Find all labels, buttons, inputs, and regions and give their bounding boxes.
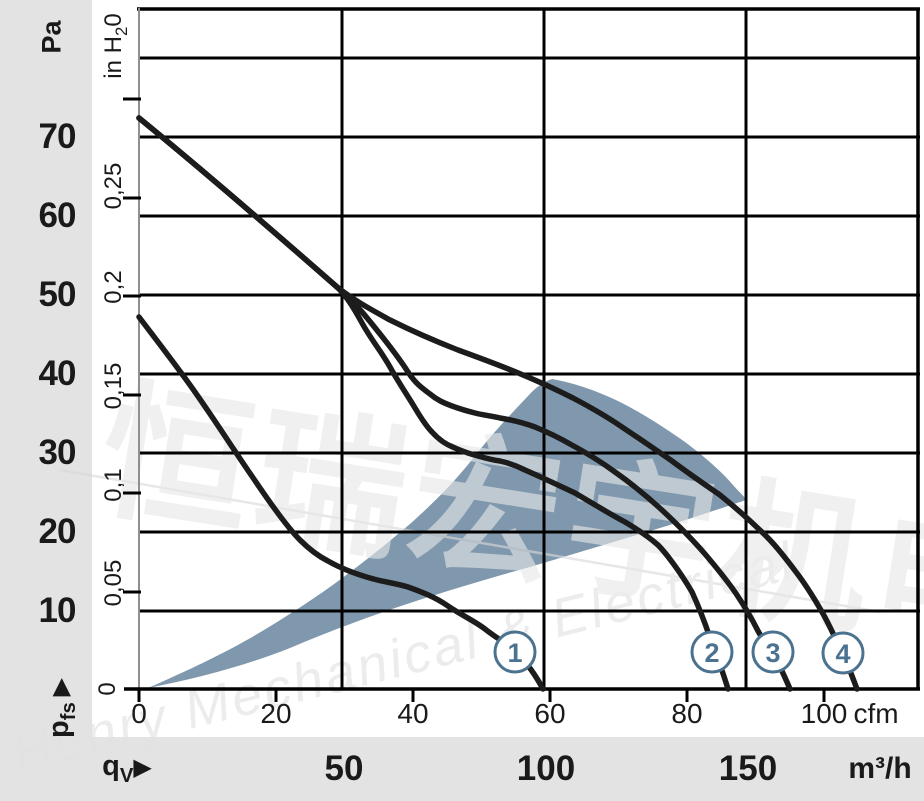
inh2o-tick-005: 0,05 [100, 559, 127, 607]
watermark-underline [59, 468, 881, 614]
pa-tick-50: 50 [38, 275, 77, 314]
pa-tick-30: 30 [38, 433, 77, 472]
cfm-tick-0: 0 [131, 698, 147, 729]
fan-curves [136, 115, 860, 692]
svg-text:1: 1 [507, 638, 522, 668]
cfm-tick-100: 100 [800, 698, 848, 729]
m3h-tick-100: 100 [516, 749, 576, 788]
inh2o-axis-unit: in H20 [100, 13, 132, 78]
inh2o-unit-sub: 2 [111, 26, 131, 37]
inh2o-ticks [123, 97, 141, 594]
x-axis-quantity-label: qV▶ [102, 750, 152, 788]
pa-tick-60: 60 [38, 196, 77, 235]
inh2o-tick-0: 0 [94, 682, 121, 696]
m3h-gridlines [340, 8, 748, 690]
cfm-tick-60: 60 [534, 698, 566, 729]
curve-badges: 1 2 3 4 [493, 630, 865, 675]
m3h-tick-50: 50 [324, 749, 364, 788]
pa-tick-10: 10 [38, 591, 77, 630]
qv-symbol: q [102, 750, 120, 783]
up-arrow-icon: ▶ [47, 677, 75, 697]
inh2o-tick-015: 0,15 [100, 362, 127, 410]
y-axis-quantity-label: pfs ▶ [43, 678, 81, 738]
pfs-subscript: fs [57, 702, 80, 721]
fan-curve-3 [136, 115, 793, 692]
fan-curve-2 [136, 115, 731, 692]
qv-subscript: V [119, 764, 134, 787]
inh2o-tick-02: 0,2 [100, 270, 127, 304]
fan-curve-1 [136, 314, 546, 692]
curve-badge-1: 1 [493, 630, 537, 674]
curve-badge-2: 2 [690, 630, 734, 674]
inh2o-unit-post: 0 [100, 13, 128, 27]
inh2o-unit-pre: in H [100, 36, 128, 79]
cfm-axis-unit: cfm [853, 698, 899, 729]
pa-tick-40: 40 [38, 354, 77, 393]
pa-tick-20: 20 [38, 512, 77, 551]
m3h-axis-unit: m³/h [848, 752, 912, 785]
cfm-tick-80: 80 [671, 698, 703, 729]
bottom-unit-band [0, 737, 924, 801]
m3h-tick-150: 150 [718, 749, 778, 788]
svg-text:4: 4 [835, 639, 850, 669]
cfm-tick-40: 40 [397, 698, 429, 729]
pa-axis-unit: Pa [36, 20, 67, 54]
pfs-symbol: p [43, 720, 76, 739]
curve-badge-4: 4 [821, 631, 865, 675]
pa-gridlines [139, 56, 920, 613]
svg-text:3: 3 [765, 638, 780, 668]
svg-text:2: 2 [704, 638, 719, 668]
cfm-tick-20: 20 [260, 698, 292, 729]
inh2o-tick-025: 0,25 [100, 162, 127, 210]
right-arrow-icon: ▶ [133, 754, 152, 782]
inh2o-tick-01: 0,1 [100, 468, 127, 502]
left-unit-band [0, 0, 92, 801]
curve-badge-3: 3 [751, 630, 795, 674]
cfm-ticks [137, 690, 826, 702]
fan-curve-4 [136, 115, 860, 692]
pa-tick-70: 70 [38, 117, 77, 156]
